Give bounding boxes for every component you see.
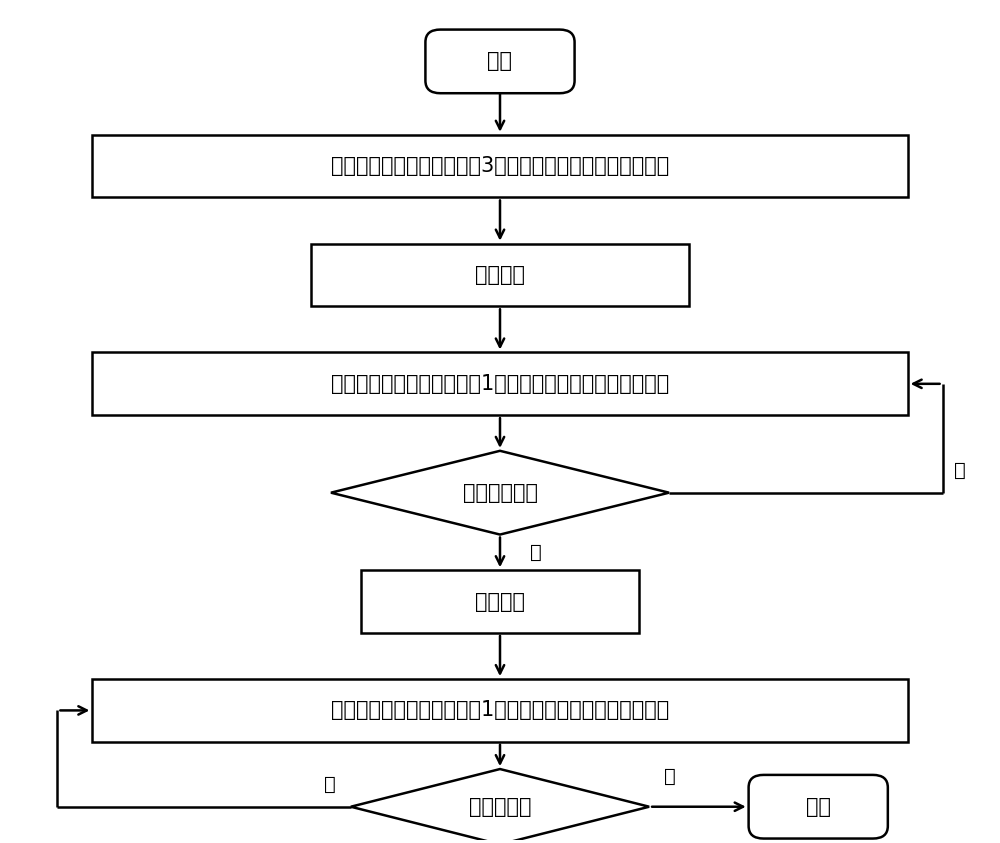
Bar [92, 352, 908, 416]
Text: 记录温度值和时间后，测量3次全行程范围内的往复定位误差: 记录温度值和时间后，测量3次全行程范围内的往复定位误差 [331, 156, 669, 176]
Bar [92, 679, 908, 742]
Polygon shape [351, 769, 649, 843]
Text: 结束: 结束 [806, 797, 831, 817]
Bar [92, 135, 908, 197]
Text: 否: 否 [954, 461, 966, 481]
Text: 接近热平衡？: 接近热平衡？ [462, 483, 538, 502]
FancyBboxPatch shape [749, 775, 888, 839]
Text: 冷态: 冷态 [488, 51, 512, 72]
Text: 是: 是 [664, 767, 676, 786]
FancyBboxPatch shape [425, 30, 575, 94]
Bar [311, 244, 689, 306]
Text: 停机降温: 停机降温 [475, 592, 525, 611]
Text: 否: 否 [324, 776, 336, 794]
Text: 往复热机: 往复热机 [475, 265, 525, 285]
Text: 记录温度值和时间后，测量1次全行程范围内的往复定位误差: 记录温度值和时间后，测量1次全行程范围内的往复定位误差 [331, 701, 669, 721]
Polygon shape [331, 451, 669, 534]
Text: 记录温度值和时间后，测量1次全行程范围内的往复定位误差: 记录温度值和时间后，测量1次全行程范围内的往复定位误差 [331, 373, 669, 394]
Text: 是: 是 [530, 543, 542, 561]
Text: 接近室温？: 接近室温？ [469, 797, 531, 817]
Bar [361, 570, 639, 633]
